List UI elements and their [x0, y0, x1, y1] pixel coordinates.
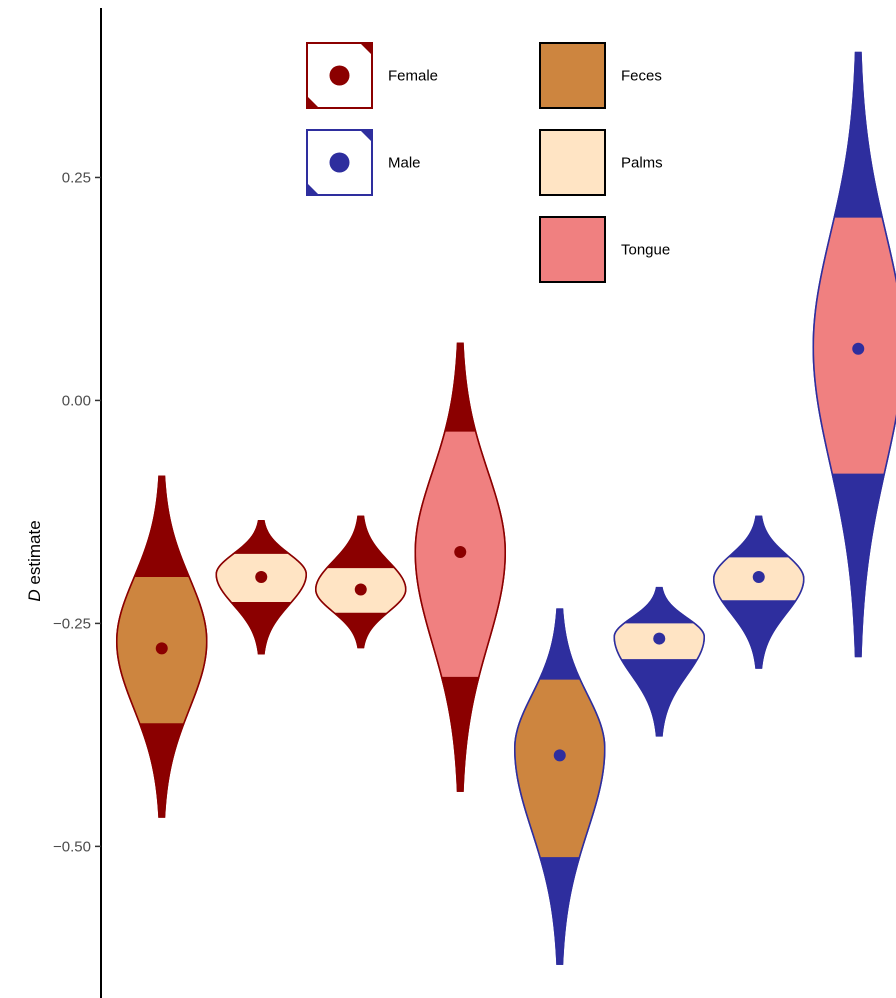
legend-key-dot: [329, 65, 350, 86]
y-tick-label: 0.25: [62, 169, 91, 186]
violin-layer: [115, 51, 896, 965]
y-tick-label: −0.25: [53, 615, 91, 632]
legend-key-swatch: [539, 129, 606, 196]
legend-key-corner: [307, 96, 319, 108]
legend-key-corner: [360, 43, 372, 55]
median-point: [653, 632, 666, 645]
legend-key-swatch: [539, 216, 606, 283]
legend-key-corner: [360, 130, 372, 142]
violin-outline: [812, 51, 896, 658]
median-point: [454, 546, 467, 559]
median-point: [553, 749, 566, 762]
violin-outline: [712, 515, 805, 669]
median-point: [354, 583, 367, 596]
median-point: [155, 642, 168, 655]
legend-item-male: Male: [306, 129, 421, 196]
violin-male-palms: [613, 586, 706, 737]
median-point: [852, 342, 865, 355]
y-tick-label: 0.00: [62, 392, 91, 409]
violin-female-palms: [215, 520, 308, 655]
y-axis-title: D estimate: [25, 520, 44, 601]
violin-female-tongue: [414, 342, 507, 792]
legend-item-tongue: Tongue: [539, 216, 670, 283]
legend-key-corner: [307, 183, 319, 195]
violin-outline: [215, 520, 308, 655]
violin-outline: [115, 475, 208, 818]
y-tick-label: −0.50: [53, 838, 91, 855]
violin-tail: [613, 586, 705, 737]
legend-key-swatch: [539, 42, 606, 109]
violin-outline: [613, 586, 706, 737]
legend-sample: Feces Palms Tongue: [539, 42, 670, 283]
legend-key-dot: [329, 152, 350, 173]
legend-item-feces: Feces: [539, 42, 662, 109]
violin-female-palms: [314, 515, 407, 649]
violin-female-feces: [115, 475, 208, 818]
violin-male-tongue: [812, 51, 896, 658]
y-axis: 0.25 0.00 −0.25 −0.50: [53, 8, 102, 998]
violin-male-palms: [712, 515, 805, 669]
median-point: [255, 571, 268, 584]
violin-male-feces: [513, 608, 606, 965]
legend-item-palms: Palms: [539, 129, 663, 196]
legend-label: Palms: [621, 155, 663, 172]
violin-outline: [513, 608, 606, 965]
legend-item-female: Female: [306, 42, 438, 109]
legend-label: Tongue: [621, 242, 670, 259]
legend-sex: Female Male: [306, 42, 438, 196]
violin-body: [514, 679, 605, 858]
legend-label: Feces: [621, 68, 662, 85]
median-point: [752, 571, 765, 584]
y-axis-title-symbol: D: [25, 589, 44, 601]
violin-outline: [314, 515, 407, 649]
legend-label: Male: [388, 155, 421, 172]
y-axis-title-text: estimate: [25, 520, 44, 589]
violin-outline: [414, 342, 507, 792]
legend-label: Female: [388, 68, 438, 85]
